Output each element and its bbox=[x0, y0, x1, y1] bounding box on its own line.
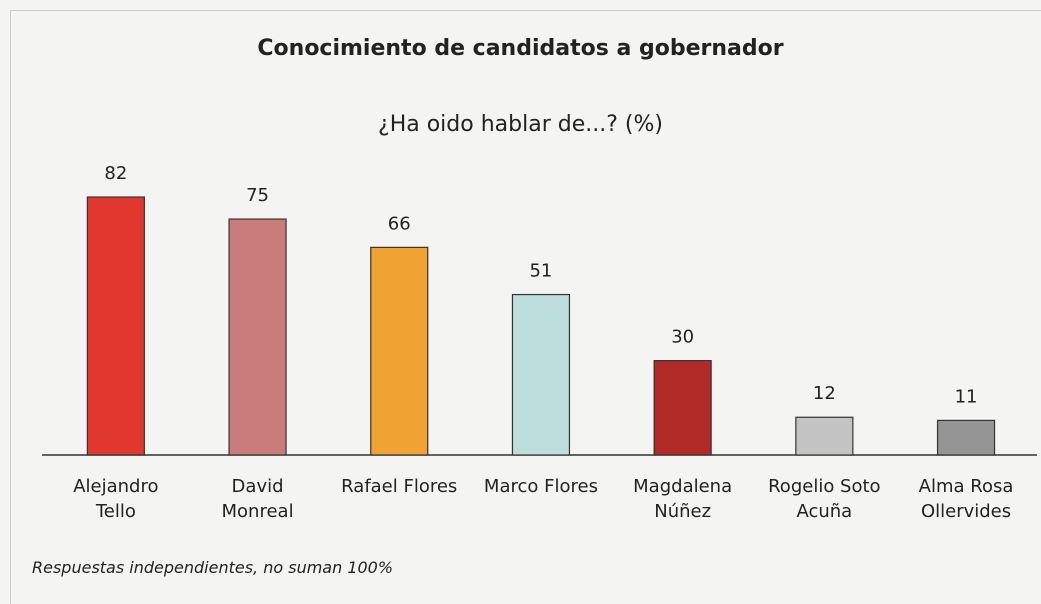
x-tick-label: Marco Flores bbox=[483, 476, 598, 497]
x-tick-label: Magdalena Núñez bbox=[633, 476, 733, 522]
value-label: 75 bbox=[246, 185, 269, 206]
value-label: 12 bbox=[813, 383, 836, 404]
value-label: 30 bbox=[671, 327, 694, 348]
value-label: 11 bbox=[955, 386, 978, 407]
bar bbox=[511, 293, 571, 456]
bar bbox=[936, 419, 996, 456]
chart-subtitle: ¿Ha oido hablar de...? (%) bbox=[378, 112, 663, 137]
bar bbox=[370, 246, 429, 456]
value-label: 82 bbox=[104, 163, 127, 184]
x-tick-label: David Monreal bbox=[221, 476, 294, 522]
x-tick-label: Alma Rosa Ollervides bbox=[918, 476, 1014, 522]
bar bbox=[795, 416, 854, 456]
x-tick-label: Rogelio Soto Acuña bbox=[768, 476, 881, 522]
value-label: 51 bbox=[529, 261, 552, 282]
bar bbox=[86, 196, 145, 456]
bar bbox=[653, 360, 712, 456]
footnote: Respuestas independientes, no suman 100% bbox=[32, 558, 394, 577]
bar bbox=[228, 218, 287, 456]
x-tick-label: Alejandro Tello bbox=[73, 476, 159, 522]
chart-title: Conocimiento de candidatos a gobernador bbox=[257, 36, 784, 61]
chart-frame bbox=[10, 10, 1041, 604]
value-label: 66 bbox=[388, 213, 411, 234]
x-tick-label: Rafael Flores bbox=[341, 476, 458, 497]
